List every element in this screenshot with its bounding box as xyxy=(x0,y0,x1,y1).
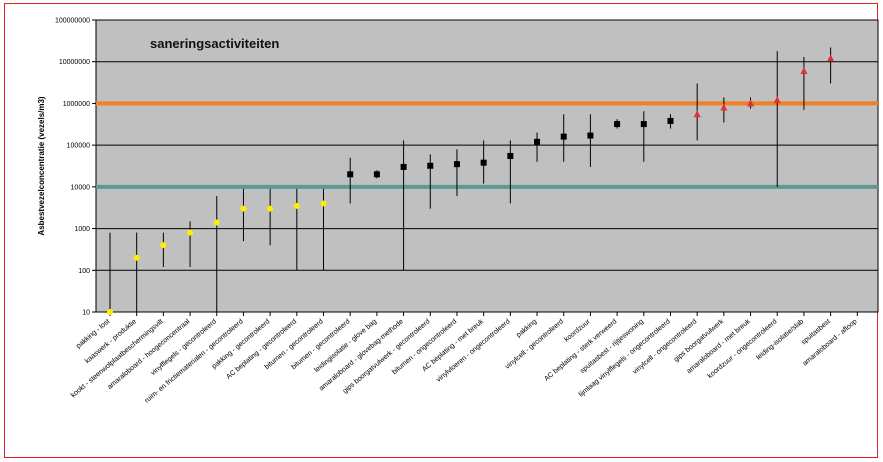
data-point xyxy=(213,219,220,226)
data-point xyxy=(614,121,621,128)
data-point xyxy=(347,171,354,178)
data-point xyxy=(480,159,487,166)
y-tick-label: 1000 xyxy=(74,226,90,233)
data-point xyxy=(773,96,781,104)
data-point xyxy=(534,138,541,145)
plot-area xyxy=(95,19,879,313)
data-point xyxy=(640,121,647,128)
x-tick-label: ruim- en frictiematerialen - gecontrolee… xyxy=(144,318,245,404)
y-tick-label: 100000 xyxy=(67,143,90,150)
y-tick-label: 10 xyxy=(82,310,90,317)
x-tick-label: pakking xyxy=(515,318,538,339)
y-axis-label: Asbestvezelconcentratie (vezels/m3) xyxy=(37,96,46,236)
data-point xyxy=(507,152,514,159)
y-tick-label: 100000000 xyxy=(55,18,90,25)
x-tick-label: leiding-isolatie/slab xyxy=(755,318,805,361)
y-tick-label: 100 xyxy=(78,268,90,275)
data-point xyxy=(827,54,835,62)
data-point xyxy=(747,99,755,107)
data-point xyxy=(800,66,808,74)
data-point xyxy=(267,205,274,212)
y-tick-label: 1000000 xyxy=(63,101,90,108)
x-tick-label: amaraloboard - afloop xyxy=(802,318,859,367)
data-point xyxy=(693,110,701,118)
data-point xyxy=(373,171,380,178)
y-tick-label: 10000 xyxy=(71,184,91,191)
x-tick-label: kaaswerk - produktie xyxy=(84,318,138,365)
data-point xyxy=(133,254,140,261)
data-point xyxy=(453,161,460,168)
x-tick-label: gips boorgatvulwerk xyxy=(673,318,726,364)
data-point xyxy=(587,132,594,139)
data-point xyxy=(667,117,674,124)
data-point xyxy=(720,103,728,111)
data-point xyxy=(320,200,327,207)
data-point xyxy=(160,242,167,249)
chart-title: saneringsactiviteiten xyxy=(150,36,279,51)
data-point xyxy=(427,162,434,169)
data-point xyxy=(400,163,407,170)
data-point xyxy=(240,205,247,212)
y-tick-label: 10000000 xyxy=(59,59,90,66)
data-point xyxy=(293,202,300,209)
data-point xyxy=(107,309,113,315)
data-point xyxy=(187,229,194,236)
data-point xyxy=(560,133,567,140)
